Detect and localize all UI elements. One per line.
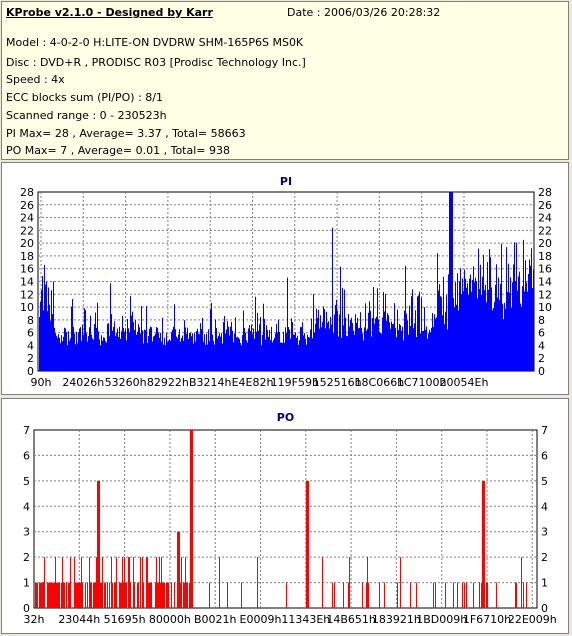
y-tick-label-right: 4 xyxy=(538,339,545,352)
po-chart-panel: PO 0 0 1 1 2 2 3 3 4 4 5 5 6 6 7 7 32h 23044h 51695h 80000h B… xyxy=(1,398,569,634)
x-tick-label: 152516h xyxy=(313,376,362,389)
y-tick-label-right: 10 xyxy=(538,301,552,314)
y-tick-label-right: 2 xyxy=(538,352,545,365)
y-tick-label: 8 xyxy=(27,314,34,327)
y-tick-label-right: 6 xyxy=(538,327,545,340)
y-tick-label: 5 xyxy=(23,475,30,488)
y-tick-label-right: 2 xyxy=(541,551,548,564)
x-tick-label: 20054Eh xyxy=(440,376,489,389)
y-tick-label: 6 xyxy=(23,449,30,462)
y-tick-label-right: 16 xyxy=(538,263,552,276)
x-tick-label: 82922h xyxy=(147,376,189,389)
y-tick-label-right: 20 xyxy=(538,237,552,250)
x-tick-label: 119F59h xyxy=(271,376,319,389)
speed-line: Speed : 4x xyxy=(6,73,65,86)
y-tick-label: 1 xyxy=(23,577,30,590)
y-tick-label-right: 4 xyxy=(541,500,548,513)
po-series xyxy=(35,430,527,608)
x-tick-label: 80000h xyxy=(149,613,191,626)
y-tick-label: 14 xyxy=(20,276,34,289)
x-tick-label: 1C7100h xyxy=(397,376,447,389)
y-tick-label-right: 28 xyxy=(538,186,552,199)
y-tick-label: 18 xyxy=(20,250,34,263)
x-tick-label: 1F6710h xyxy=(463,613,511,626)
x-tick-label: 11343Eh xyxy=(281,613,330,626)
y-tick-label: 28 xyxy=(20,186,34,199)
x-tick-label: 1BD009h xyxy=(416,613,467,626)
x-tick-label: E0009h xyxy=(240,613,282,626)
x-tick-label: 18C066h xyxy=(355,376,405,389)
po-chart-title: PO xyxy=(277,411,294,424)
y-tick-label: 2 xyxy=(23,551,30,564)
y-tick-label: 2 xyxy=(27,352,34,365)
y-tick-label-right: 22 xyxy=(538,224,552,237)
scan-date: Date : 2006/03/26 20:28:32 xyxy=(287,6,441,19)
y-tick-label: 22 xyxy=(20,224,34,237)
pi-chart-panel: PI 0 0 2 2 4 4 6 6 8 8 10 10 12 12 14 14 16 16 18 18 20 20 22 22… xyxy=(1,162,569,395)
x-tick-label: B3214h xyxy=(189,376,232,389)
y-tick-label-right: 5 xyxy=(541,475,548,488)
x-tick-label: 22E009h xyxy=(508,613,557,626)
po-chart: PO 0 0 1 1 2 2 3 3 4 4 5 5 6 6 7 7 32h 23044h 51695h 80000h B… xyxy=(23,411,557,626)
y-tick-label: 20 xyxy=(20,237,34,250)
x-tick-label: 24026h xyxy=(62,376,104,389)
y-tick-label-right: 0 xyxy=(538,365,545,378)
y-tick-label-right: 6 xyxy=(541,449,548,462)
x-tick-label: 23044h xyxy=(58,613,100,626)
y-tick-label: 26 xyxy=(20,199,34,212)
y-tick-label: 3 xyxy=(23,526,30,539)
x-tick-label: 53260h xyxy=(105,376,147,389)
y-tick-label: 12 xyxy=(20,288,34,301)
x-tick-label: B0021h xyxy=(194,613,237,626)
y-tick-label-right: 12 xyxy=(538,288,552,301)
pi-series xyxy=(39,192,534,371)
y-tick-label-right: 24 xyxy=(538,212,552,225)
x-tick-label: 32h xyxy=(24,613,45,626)
x-tick-label: 90h xyxy=(31,376,52,389)
po-bars xyxy=(35,430,527,608)
app-title: KProbe v2.1.0 - Designed by Karr xyxy=(6,6,213,19)
pi-summary-line: PI Max= 28 , Average= 3.37 , Total= 5866… xyxy=(6,127,246,140)
pi-bars xyxy=(39,192,534,371)
po-summary-line: PO Max= 7 , Average= 0.01 , Total= 938 xyxy=(6,144,230,157)
y-tick-label: 6 xyxy=(27,327,34,340)
y-tick-label: 7 xyxy=(23,424,30,437)
y-tick-label-right: 0 xyxy=(541,602,548,615)
x-tick-label: E4E82h xyxy=(232,376,274,389)
y-tick-label-right: 14 xyxy=(538,276,552,289)
disc-line: Disc : DVD+R , PRODISC R03 [Prodisc Tech… xyxy=(6,56,306,69)
y-tick-label-right: 1 xyxy=(541,577,548,590)
info-panel: KProbe v2.1.0 - Designed by Karr Date : … xyxy=(1,1,569,160)
y-tick-label: 16 xyxy=(20,263,34,276)
x-tick-label: 14B651h xyxy=(326,613,376,626)
y-tick-label: 0 xyxy=(27,365,34,378)
y-tick-label-right: 8 xyxy=(538,314,545,327)
ecc-line: ECC blocks sum (PI/PO) : 8/1 xyxy=(6,91,163,104)
y-tick-label: 10 xyxy=(20,301,34,314)
x-tick-label: 51695h xyxy=(104,613,146,626)
y-tick-label: 4 xyxy=(27,339,34,352)
po-plot-area xyxy=(33,429,538,609)
y-tick-label-right: 26 xyxy=(538,199,552,212)
y-tick-label-right: 18 xyxy=(538,250,552,263)
model-line: Model : 4-0-2-0 H:LITE-ON DVDRW SHM-165P… xyxy=(6,36,304,49)
x-tick-label: 183921h xyxy=(372,613,421,626)
y-tick-label: 4 xyxy=(23,500,30,513)
y-tick-label: 24 xyxy=(20,212,34,225)
y-tick-label-right: 7 xyxy=(541,424,548,437)
y-tick-label: 0 xyxy=(23,602,30,615)
y-tick-label-right: 3 xyxy=(541,526,548,539)
range-line: Scanned range : 0 - 230523h xyxy=(6,109,167,122)
pi-chart-title: PI xyxy=(280,175,292,188)
